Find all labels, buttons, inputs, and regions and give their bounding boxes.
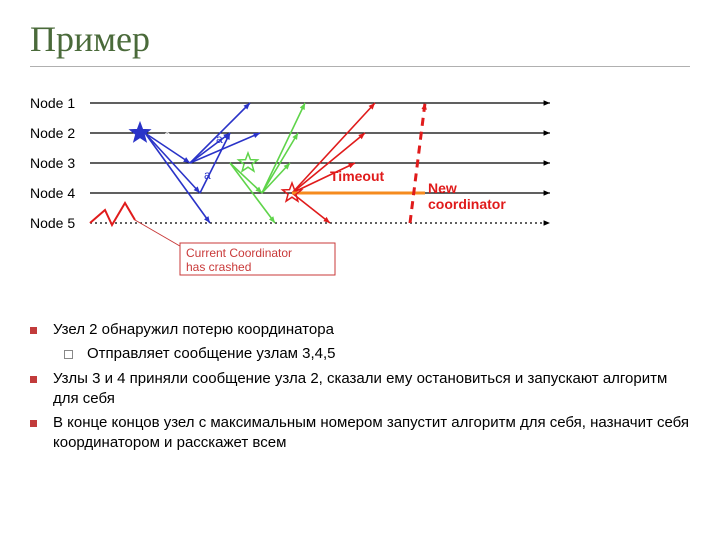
page-title: Пример [30,18,150,60]
bullet-list: Узел 2 обнаружил потерю координатора Отпр… [30,320,690,458]
bullet-item: Отправляет сообщение узлам 3,4,5 [64,344,690,364]
svg-text:Node 3: Node 3 [30,155,75,171]
bullet-marker [30,327,37,334]
svg-text:New: New [428,180,457,196]
diagram-area: Node 1 Node 2 Node 3 Node 4 Node 5 e a a Timeout… [30,85,570,275]
bullet-marker [30,420,37,427]
svg-text:a: a [204,168,211,182]
svg-text:Node 5: Node 5 [30,215,75,231]
bullet-item: Узлы 3 и 4 приняли сообщение узла 2, ска… [30,369,690,410]
bullet-text: Узел 2 обнаружил потерю координатора [53,320,690,340]
bullet-marker [30,376,37,383]
title-underline [30,66,690,67]
svg-text:has crashed: has crashed [186,260,251,274]
svg-text:a: a [216,132,223,146]
svg-text:Node 1: Node 1 [30,95,75,111]
svg-text:Node 4: Node 4 [30,185,75,201]
bullet-text: В конце концов узел с максимальным номер… [53,413,690,454]
svg-text:e: e [164,128,171,142]
svg-text:Timeout: Timeout [330,168,385,184]
bullet-marker [64,350,73,359]
bullet-item: В конце концов узел с максимальным номер… [30,413,690,454]
bullet-text: Отправляет сообщение узлам 3,4,5 [87,344,690,364]
svg-text:Current Coordinator: Current Coordinator [186,246,292,260]
diagram-svg: Node 1 Node 2 Node 3 Node 4 Node 5 e a a Timeout… [30,85,570,295]
bullet-text: Узлы 3 и 4 приняли сообщение узла 2, ска… [53,369,690,410]
bullet-item: Узел 2 обнаружил потерю координатора [30,320,690,340]
svg-text:coordinator: coordinator [428,196,506,212]
svg-text:Node 2: Node 2 [30,125,75,141]
